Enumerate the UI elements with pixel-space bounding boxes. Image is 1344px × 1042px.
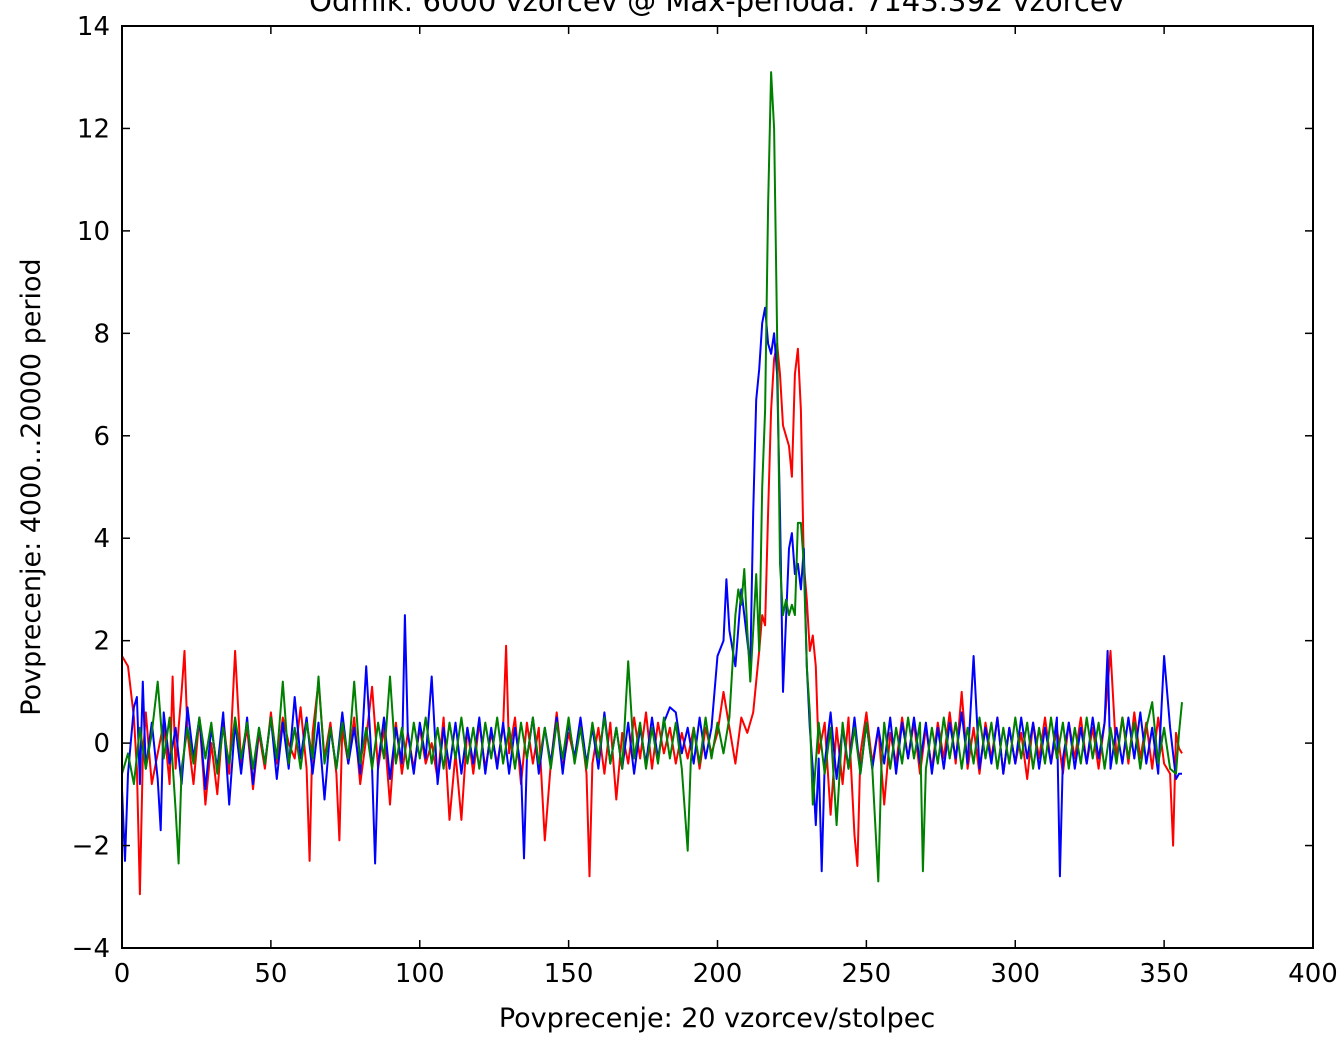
y-tick-label: 2 [93,627,110,657]
x-tick-label: 50 [254,959,287,989]
x-tick-label: 400 [1288,959,1338,989]
x-tick-label: 200 [693,959,743,989]
y-tick-label: 6 [93,422,110,452]
y-tick-label: −2 [72,832,110,862]
y-tick-label: 10 [77,217,110,247]
series-line-3 [121,71,1183,883]
plot-frame [121,25,1314,949]
chart-title: Odmik: 6000 vzorcev @ Max-perioda: 7143.… [309,0,1125,18]
y-tick-label: 8 [93,319,110,349]
series-line-2 [121,306,1182,878]
series-layer [121,71,1183,896]
x-axis-label: Povprecenje: 20 vzorcev/stolpec [499,1003,935,1034]
y-tick-label: 12 [77,114,110,144]
y-tick-label: 14 [77,12,110,42]
y-axis-label: Povprecenje: 4000...20000 period [16,258,47,715]
y-tick-label: 0 [93,729,110,759]
y-tick-label: −4 [72,934,110,964]
axis-ticks [121,25,1314,949]
x-tick-label: 250 [842,959,892,989]
series-line-1 [121,342,1183,896]
x-tick-label: 300 [990,959,1040,989]
x-tick-label: 0 [114,959,131,989]
y-tick-label: 4 [93,524,110,554]
x-tick-label: 150 [544,959,594,989]
x-tick-label: 100 [395,959,445,989]
tick-labels: 0 50 100 150 200 250 300 350 400 −4 −2 0 2 4 6 8 10 12 14 [72,12,1338,989]
x-tick-label: 350 [1139,959,1189,989]
